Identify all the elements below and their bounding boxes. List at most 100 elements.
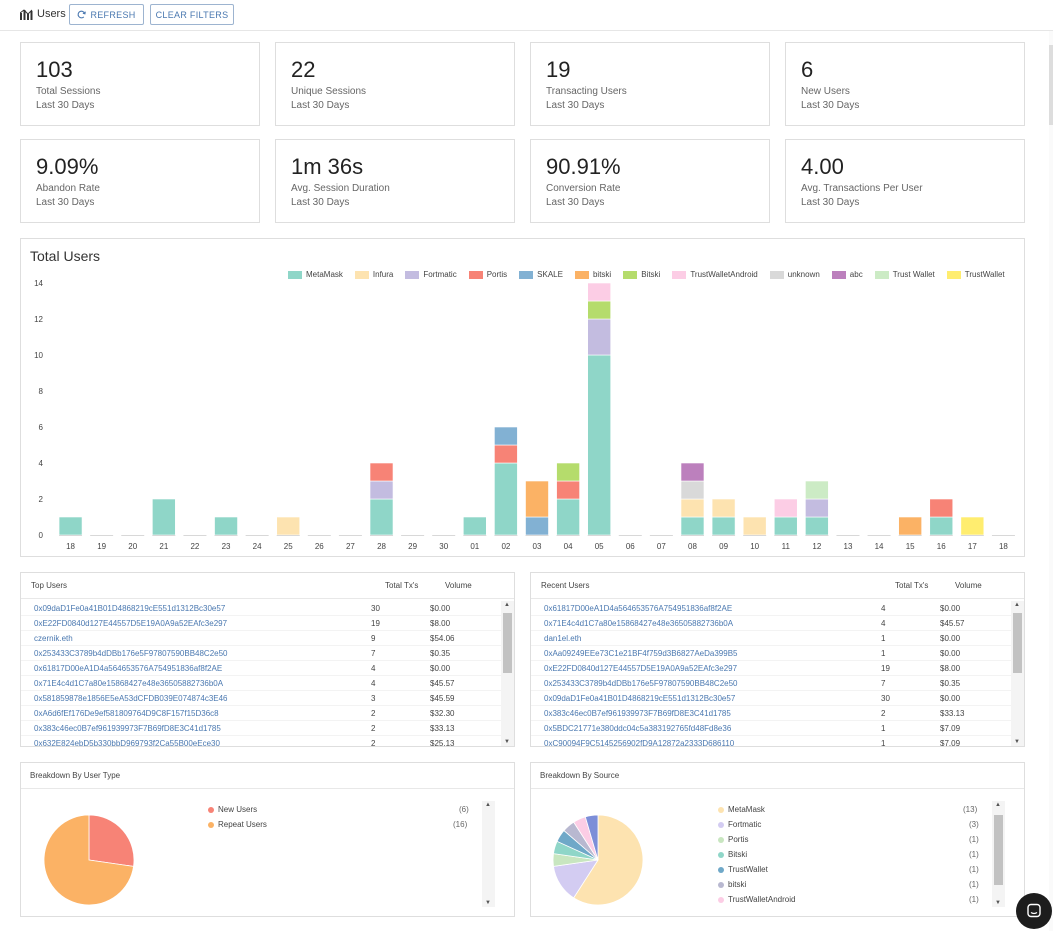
legend-item[interactable]: TrustWalletAndroid (1): [718, 895, 983, 910]
top-users-scrollbar[interactable]: ▲ ▼: [501, 601, 514, 746]
bar-segment-metamask[interactable]: [463, 516, 487, 536]
legend-item-trustwalletandroid[interactable]: TrustWalletAndroid: [672, 270, 758, 279]
source-scrollbar[interactable]: ▲ ▼: [992, 801, 1005, 907]
table-row[interactable]: 0xE22FD0840d127E44557D5E19A0A9a52EAfc3e2…: [21, 616, 514, 631]
table-row[interactable]: 0x09daD1Fe0a41B01D4868219cE551d1312Bc30e…: [531, 691, 1024, 706]
legend-item-skale[interactable]: SKALE: [519, 270, 563, 279]
legend-item-bitski[interactable]: Bitski: [623, 270, 660, 279]
bar-segment-metamask[interactable]: [152, 498, 176, 536]
scroll-down-icon[interactable]: ▼: [485, 900, 491, 906]
bar-segment-skale[interactable]: [494, 426, 518, 446]
chat-launcher-button[interactable]: [1016, 893, 1052, 929]
table-row[interactable]: 0xE22FD0840d127E44557D5E19A0A9a52EAfc3e2…: [531, 661, 1024, 676]
user-address-link[interactable]: 0x61817D00eA1D4a564653576A754951836af8f2…: [34, 664, 223, 673]
legend-item[interactable]: New Users (6): [208, 805, 473, 820]
scroll-up-icon[interactable]: ▲: [485, 802, 491, 808]
legend-item-trustwallet[interactable]: TrustWallet: [946, 270, 1005, 279]
table-row[interactable]: dan1el.eth 1 $0.00: [531, 631, 1024, 646]
bar-segment-metamask[interactable]: [214, 516, 238, 536]
bar-segment-skale[interactable]: [525, 516, 549, 536]
table-row[interactable]: 0x71E4c4d1C7a80e15868427e48e36505882736b…: [21, 676, 514, 691]
bar-segment-portis[interactable]: [929, 498, 954, 518]
table-row[interactable]: 0xA6d6fEf176De9ef581809764D9C8F157f15D36…: [21, 706, 514, 721]
refresh-button[interactable]: REFRESH: [69, 4, 144, 25]
clear-filters-button[interactable]: CLEAR FILTERS: [150, 4, 234, 25]
table-row[interactable]: czernik.eth 9 $54.06: [21, 631, 514, 646]
legend-item-trust-wallet[interactable]: Trust Wallet: [874, 270, 935, 279]
user-address-link[interactable]: 0xA6d6fEf176De9ef581809764D9C8F157f15D36…: [34, 709, 219, 718]
legend-item-metamask[interactable]: MetaMask: [288, 270, 343, 279]
bar-segment-bitski[interactable]: [556, 462, 580, 482]
bar-segment-fortmatic[interactable]: [587, 318, 611, 356]
legend-item-abc[interactable]: abc: [831, 270, 863, 279]
bar-segment-fortmatic[interactable]: [805, 498, 829, 518]
table-row[interactable]: 0x383c46ec0B7ef961939973F7B69fD8E3C41d17…: [21, 721, 514, 736]
bar-segment-unknown[interactable]: [680, 480, 705, 500]
scroll-up-icon[interactable]: ▲: [1014, 602, 1020, 608]
table-row[interactable]: 0x253433C3789b4dDBb176e5F97807590BB48C2e…: [531, 676, 1024, 691]
bar-segment-metamask[interactable]: [773, 516, 798, 536]
legend-item[interactable]: Repeat Users (16): [208, 820, 473, 835]
table-row[interactable]: 0x581859878e1856E5eA53dCFDB039E074874c3E…: [21, 691, 514, 706]
bar-segment-trustwallet[interactable]: [960, 516, 985, 536]
bar-segment-metamask[interactable]: [587, 354, 611, 536]
bar-segment-infura[interactable]: [680, 498, 705, 518]
bar-segment-infura[interactable]: [742, 516, 767, 536]
bar-segment-abc[interactable]: [680, 462, 705, 482]
bar-segment-metamask[interactable]: [680, 516, 705, 536]
user-address-link[interactable]: 0x383c46ec0B7ef961939973F7B69fD8E3C41d17…: [544, 709, 731, 718]
bar-segment-bitski[interactable]: [587, 300, 611, 320]
table-row[interactable]: 0x61817D00eA1D4a564653576A754951836af8f2…: [531, 601, 1024, 616]
bar-segment-trustwalletandroid[interactable]: [587, 282, 611, 302]
bar-segment-bitski[interactable]: [898, 516, 922, 536]
legend-item[interactable]: TrustWallet (1): [718, 865, 983, 880]
bar-segment-metamask[interactable]: [58, 516, 83, 536]
bar-segment-trustwalletandroid[interactable]: [773, 498, 798, 518]
user-address-link[interactable]: 0x253433C3789b4dDBb176e5F97807590BB48C2e…: [544, 679, 738, 688]
user-address-link[interactable]: 0x71E4c4d1C7a80e15868427e48e36505882736b…: [34, 679, 224, 688]
user-address-link[interactable]: dan1el.eth: [544, 634, 582, 643]
legend-item[interactable]: Bitski (1): [718, 850, 983, 865]
legend-item[interactable]: Fortmatic (3): [718, 820, 983, 835]
bar-segment-metamask[interactable]: [711, 516, 736, 536]
user-type-scrollbar[interactable]: ▲ ▼: [482, 801, 495, 907]
user-address-link[interactable]: 0x5BDC21771e380ddc04c5a383192765fd48Fd8e…: [544, 724, 732, 733]
page-scrollbar-thumb[interactable]: [1049, 45, 1053, 125]
table-row[interactable]: 0x383c46ec0B7ef961939973F7B69fD8E3C41d17…: [531, 706, 1024, 721]
legend-item[interactable]: MetaMask (13): [718, 805, 983, 820]
user-address-link[interactable]: czernik.eth: [34, 634, 73, 643]
bar-segment-infura[interactable]: [276, 516, 301, 536]
recent-users-scrollbar[interactable]: ▲ ▼: [1011, 601, 1024, 746]
bar-segment-metamask[interactable]: [805, 516, 829, 536]
pie-slice[interactable]: [573, 814, 644, 906]
legend-item-unknown[interactable]: unknown: [769, 270, 820, 279]
user-address-link[interactable]: 0xAa09249EEe73C1e21BF4f759d3B6827AeDa399…: [544, 649, 738, 658]
table-row[interactable]: 0xAa09249EEe73C1e21BF4f759d3B6827AeDa399…: [531, 646, 1024, 661]
bar-segment-metamask[interactable]: [929, 516, 954, 536]
bar-segment-portis[interactable]: [556, 480, 580, 500]
user-address-link[interactable]: 0x383c46ec0B7ef961939973F7B69fD8E3C41d17…: [34, 724, 221, 733]
scroll-up-icon[interactable]: ▲: [995, 802, 1001, 808]
table-row[interactable]: 0x09daD1Fe0a41B01D4868219cE551d1312Bc30e…: [21, 601, 514, 616]
table-row[interactable]: 0x253433C3789b4dDBb176e5F97807590BB48C2e…: [21, 646, 514, 661]
bar-segment-bitski[interactable]: [525, 480, 549, 518]
user-address-link[interactable]: 0x61817D00eA1D4a564653576A754951836af8f2…: [544, 604, 733, 613]
pie-slice[interactable]: [43, 814, 134, 906]
legend-item-bitski[interactable]: bitski: [574, 270, 611, 279]
scrollbar-thumb[interactable]: [503, 613, 512, 673]
bar-segment-portis[interactable]: [369, 462, 394, 482]
scroll-down-icon[interactable]: ▼: [504, 739, 510, 745]
user-address-link[interactable]: 0x09daD1Fe0a41B01D4868219cE551d1312Bc30e…: [544, 694, 736, 703]
scrollbar-thumb[interactable]: [994, 815, 1003, 885]
legend-item[interactable]: Portis (1): [718, 835, 983, 850]
pie-slice[interactable]: [88, 814, 135, 867]
bar-segment-metamask[interactable]: [494, 462, 518, 536]
pie-slice[interactable]: [584, 814, 599, 861]
legend-item[interactable]: bitski (1): [718, 880, 983, 895]
table-row[interactable]: 0x61817D00eA1D4a564653576A754951836af8f2…: [21, 661, 514, 676]
bar-segment-portis[interactable]: [494, 444, 518, 464]
bar-segment-fortmatic[interactable]: [369, 480, 394, 500]
scroll-down-icon[interactable]: ▼: [995, 900, 1001, 906]
bar-segment-trust-wallet[interactable]: [805, 480, 829, 500]
user-address-link[interactable]: 0x09daD1Fe0a41B01D4868219cE551d1312Bc30e…: [34, 604, 226, 613]
